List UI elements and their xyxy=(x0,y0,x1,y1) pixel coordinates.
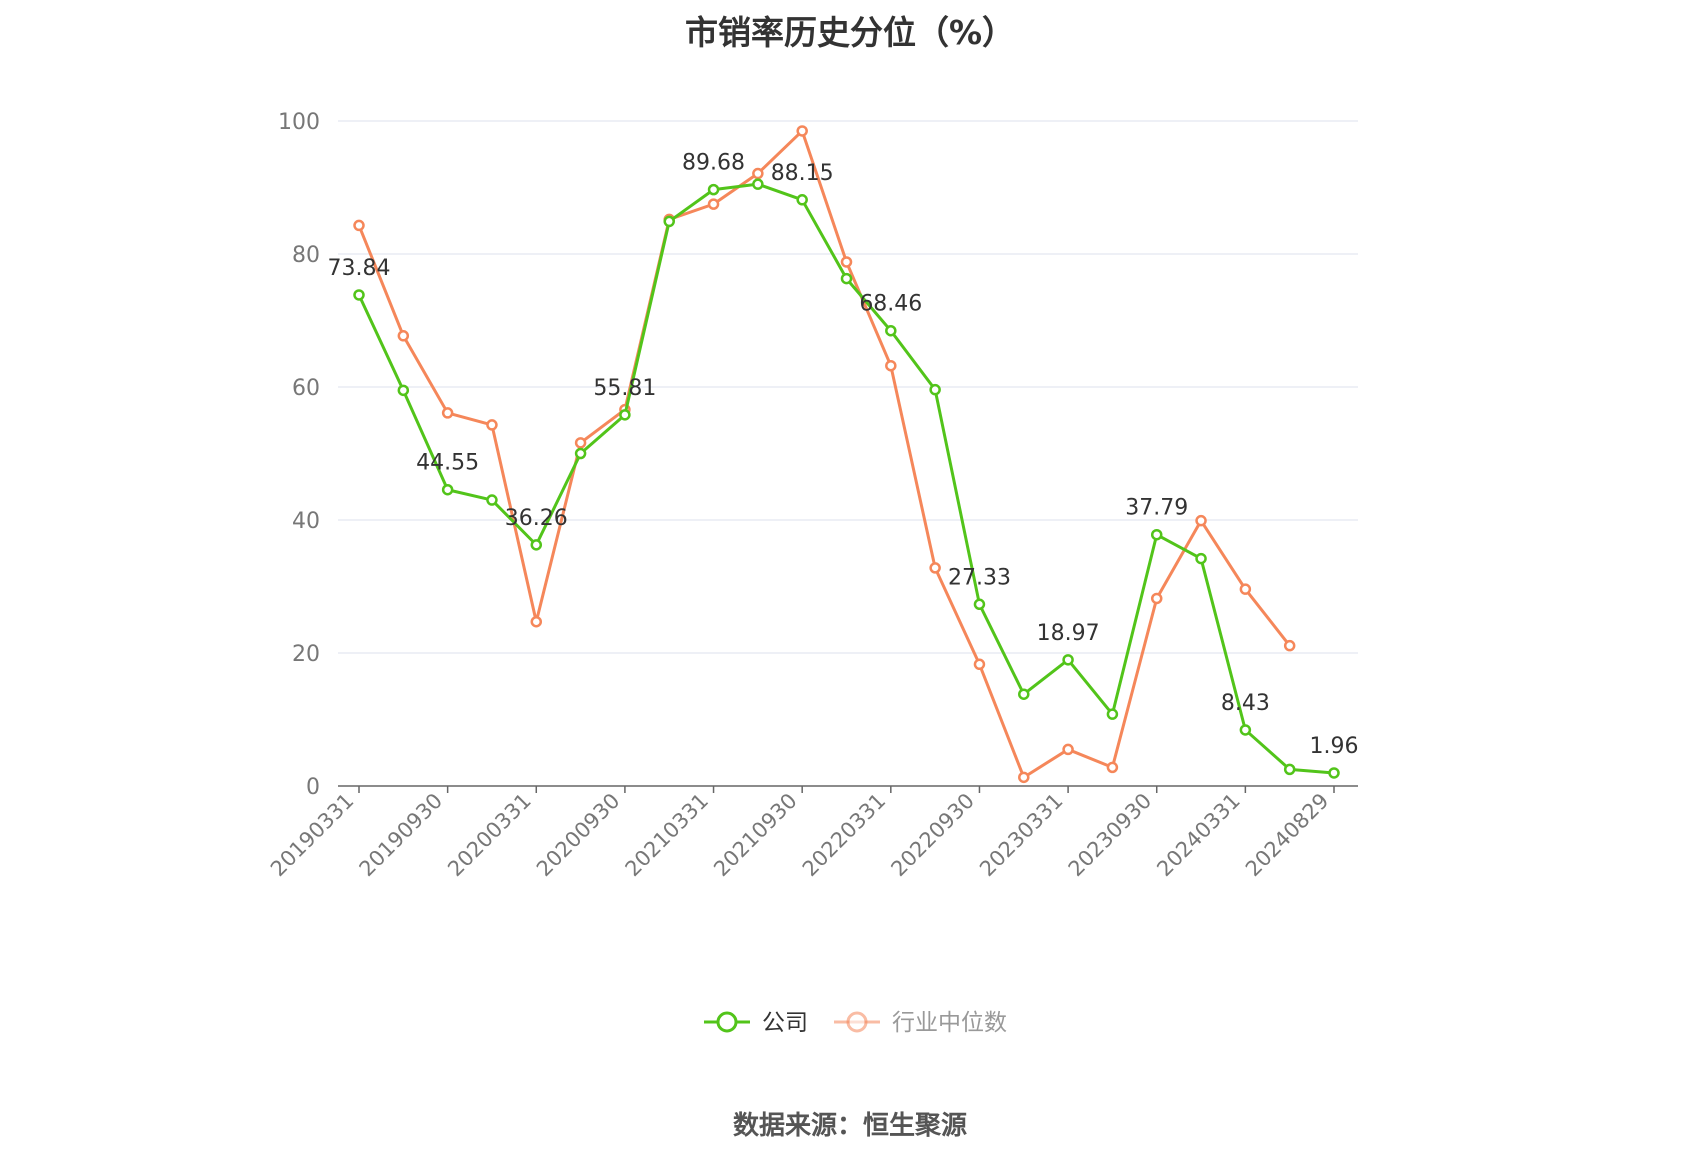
x-tick-label: 20190331 xyxy=(266,789,359,882)
data-point-company xyxy=(707,183,720,196)
x-tick-label: 20230331 xyxy=(975,789,1068,882)
y-tick-label: 80 xyxy=(292,243,320,268)
data-point-industry xyxy=(929,562,941,574)
data-point-company xyxy=(796,194,808,206)
data-point-company xyxy=(973,598,986,611)
y-tick-label: 60 xyxy=(292,376,320,401)
data-point-company xyxy=(1106,708,1119,720)
data-label: 27.33 xyxy=(948,565,1011,590)
data-point-company xyxy=(1328,767,1340,779)
data-label: 37.79 xyxy=(1125,496,1188,521)
x-tick-label: 20210930 xyxy=(709,789,802,882)
data-point-industry xyxy=(1150,592,1163,605)
x-tick-label: 20200331 xyxy=(443,789,536,882)
x-tick-label: 20230930 xyxy=(1064,789,1157,882)
data-point-company xyxy=(397,384,410,397)
legend-marker xyxy=(846,1011,868,1033)
series-layer xyxy=(353,125,1340,784)
y-tick-label: 0 xyxy=(306,775,320,800)
data-labels: 73.84 44.55 36.26 55.81 89.68 88.15 68.46 27.33… xyxy=(328,151,1359,759)
legend-label: 公司 xyxy=(762,1010,808,1036)
legend[interactable]: 公司 行业中位数 xyxy=(704,1010,1007,1036)
x-tick-label: 20190930 xyxy=(355,789,448,882)
data-point-industry xyxy=(1283,639,1296,652)
data-point-company xyxy=(929,383,941,396)
data-point-company xyxy=(840,272,853,285)
data-point-industry xyxy=(574,437,587,449)
data-point-industry xyxy=(530,615,543,628)
data-point-company xyxy=(752,178,764,190)
data-label: 1.96 xyxy=(1310,734,1359,759)
data-label: 89.68 xyxy=(682,151,745,176)
data-point-industry xyxy=(1018,771,1030,784)
data-point-industry xyxy=(752,167,764,180)
data-label: 68.46 xyxy=(859,292,922,317)
data-point-company xyxy=(574,447,587,460)
legend-label: 行业中位数 xyxy=(892,1010,1007,1036)
data-point-company xyxy=(1018,688,1030,700)
data-point-industry xyxy=(486,419,498,431)
data-point-industry xyxy=(441,407,454,419)
legend-item-company[interactable]: 公司 xyxy=(704,1010,808,1036)
data-point-industry xyxy=(707,198,720,210)
data-point-industry xyxy=(353,219,365,232)
x-tick-label: 20220331 xyxy=(798,789,891,882)
data-label: 73.84 xyxy=(328,256,391,281)
data-point-industry xyxy=(397,330,410,342)
data-point-company xyxy=(530,539,543,551)
x-tick-label: 20210331 xyxy=(621,789,714,882)
data-label: 18.97 xyxy=(1037,621,1100,646)
x-tick-label: 20240829 xyxy=(1241,789,1334,882)
y-tick-label: 100 xyxy=(278,110,320,135)
x-axis: 2019033120190930202003312020093020210331… xyxy=(266,785,1358,882)
data-point-industry xyxy=(1062,743,1074,756)
data-point-industry xyxy=(796,125,808,137)
data-point-company xyxy=(1150,528,1163,541)
data-point-company xyxy=(486,494,498,506)
data-point-company xyxy=(1239,724,1252,736)
data-label: 55.81 xyxy=(593,376,656,401)
y-axis: 0 20 40 60 80 100 xyxy=(278,110,320,800)
data-point-industry xyxy=(1195,514,1207,527)
data-point-industry xyxy=(1106,761,1119,774)
data-point-company xyxy=(1195,552,1207,565)
data-label: 36.26 xyxy=(505,506,568,531)
data-point-industry xyxy=(840,256,853,268)
y-tick-label: 20 xyxy=(292,642,320,667)
data-point-industry xyxy=(1239,583,1252,595)
data-point-company xyxy=(441,483,454,496)
series-line-industry xyxy=(357,129,1291,779)
data-point-company xyxy=(353,289,365,301)
data-label: 44.55 xyxy=(416,451,479,476)
data-point-company xyxy=(619,409,631,421)
data-point-company xyxy=(1283,763,1296,776)
legend-item-industry[interactable]: 行业中位数 xyxy=(834,1010,1007,1036)
data-point-industry xyxy=(973,658,986,671)
legend-marker xyxy=(716,1011,738,1033)
x-tick-label: 20200930 xyxy=(532,789,625,882)
data-point-industry xyxy=(885,359,897,372)
y-tick-label: 40 xyxy=(292,509,320,534)
chart-title: 市销率历史分位（%） xyxy=(684,13,1016,52)
data-label: 88.15 xyxy=(771,161,834,186)
data-label: 8.43 xyxy=(1221,691,1270,716)
x-tick-label: 20220930 xyxy=(886,789,979,882)
data-point-company xyxy=(885,324,897,337)
data-source-note: 数据来源：恒生聚源 xyxy=(732,1111,967,1141)
data-point-company xyxy=(663,215,675,228)
data-point-company xyxy=(1062,654,1074,666)
grid-lines xyxy=(338,120,1358,654)
x-tick-label: 20240331 xyxy=(1152,789,1245,882)
